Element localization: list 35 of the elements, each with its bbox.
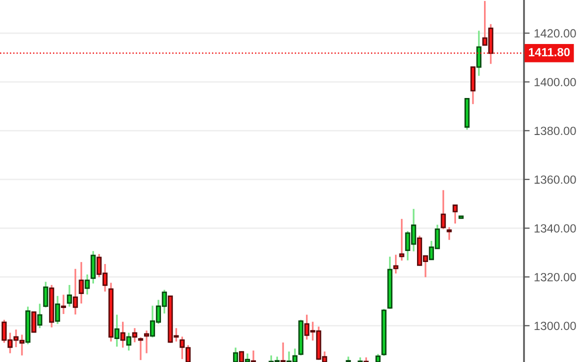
- candlestick: [280, 342, 286, 362]
- candlestick: [90, 250, 96, 284]
- y-tick-label: 1380.00: [534, 126, 576, 136]
- candlestick: [399, 218, 404, 262]
- candlestick: [440, 189, 446, 230]
- ref-line-label: 1411.80: [528, 48, 570, 56]
- candlestick: [60, 294, 66, 315]
- candlestick: [446, 226, 452, 241]
- candlestick: [72, 268, 78, 316]
- candlestick: [78, 261, 84, 304]
- candlestick: [138, 336, 144, 361]
- candlestick: [393, 254, 398, 274]
- candlestick: [126, 332, 132, 352]
- candlestick: [43, 280, 48, 308]
- y-tick-label: 1340.00: [534, 224, 576, 233]
- candlestick: [120, 320, 126, 348]
- candlestick: [233, 346, 238, 362]
- candlestick: [31, 311, 36, 333]
- candlestick: [132, 327, 138, 344]
- y-tick-label: 1360.00: [534, 175, 576, 184]
- y-tick-label: 1400.00: [534, 78, 576, 86]
- candlestick: [238, 351, 244, 362]
- y-tick-label: 1300.00: [534, 322, 576, 330]
- candlestick: [470, 66, 476, 105]
- y-tick-label: 1420.00: [534, 29, 576, 38]
- candlestick: [37, 302, 42, 329]
- candlestick: [84, 274, 90, 296]
- candlestick: [114, 314, 120, 348]
- candlestick: [55, 295, 60, 325]
- candlestick: [250, 350, 256, 362]
- candlestick: [452, 204, 458, 224]
- candlestick: [66, 284, 72, 308]
- candlestick: [144, 330, 150, 354]
- candlestick: [476, 30, 482, 77]
- y-tick-label: 1320.00: [534, 272, 576, 282]
